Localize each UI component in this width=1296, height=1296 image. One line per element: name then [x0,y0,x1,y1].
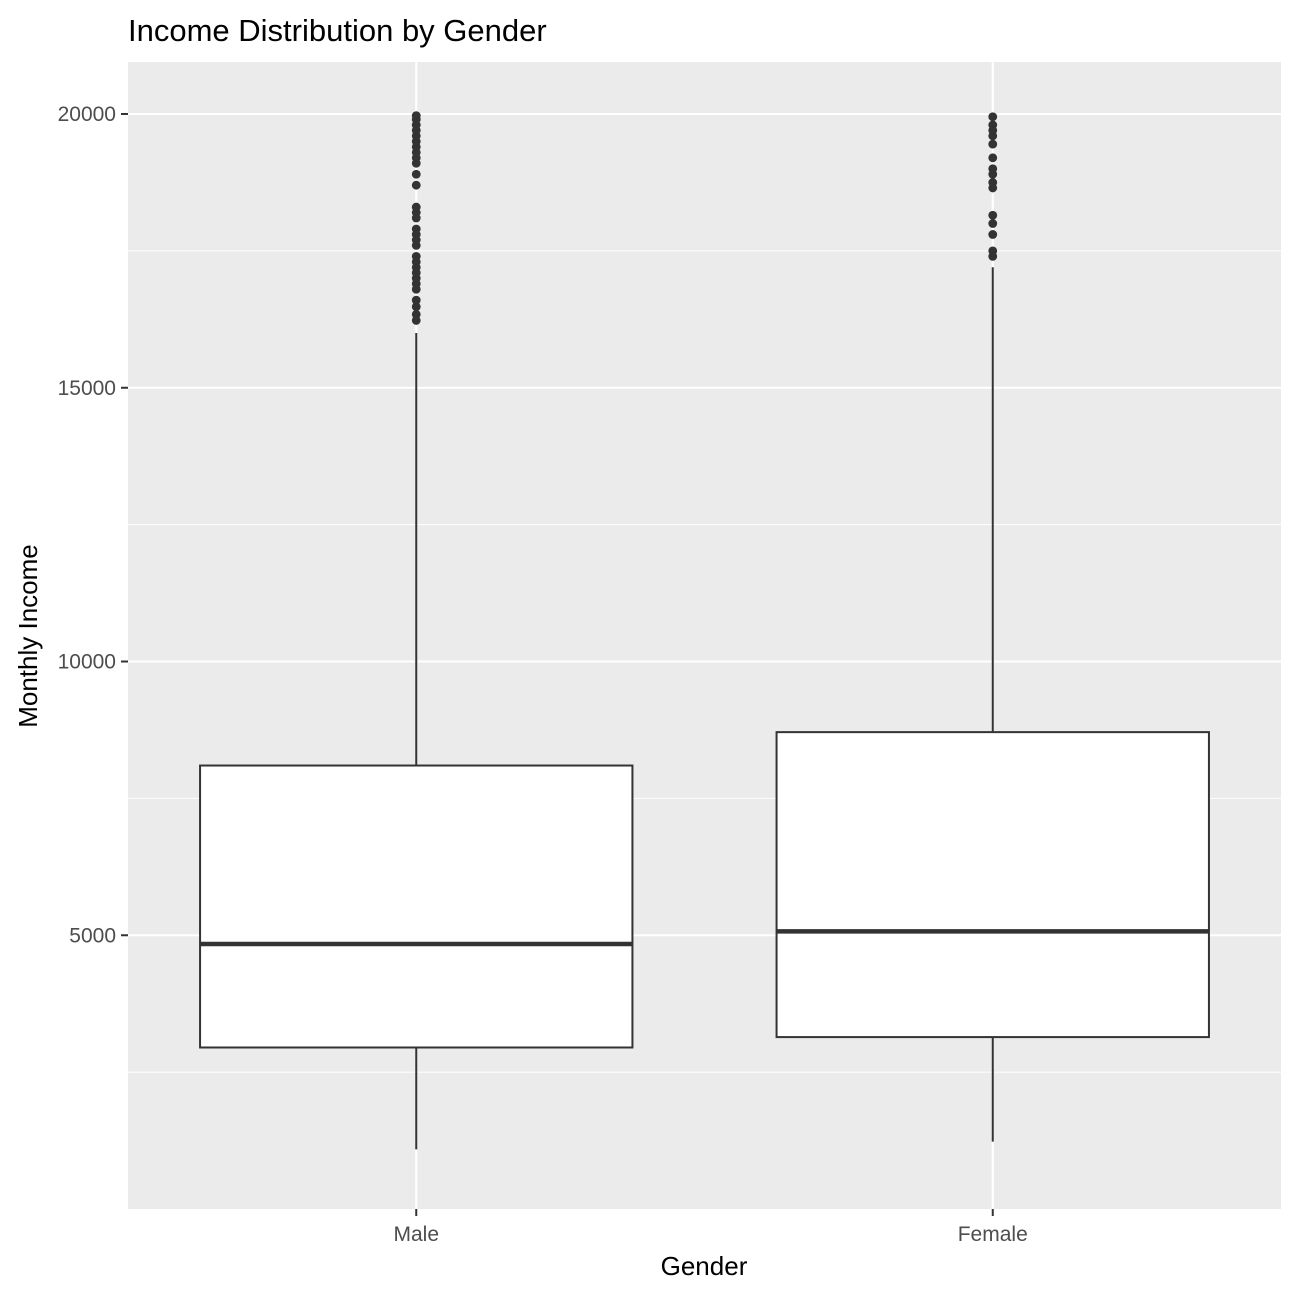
outlier-point [988,112,998,122]
y-tick-label: 10000 [58,651,116,674]
outlier-point [411,295,421,305]
y-axis-title: Monthly Income [13,544,43,728]
x-tick-label: Female [958,1223,1028,1246]
box-male [199,111,634,1150]
outlier-point [988,139,998,149]
box-iqr [775,731,1210,1039]
box-iqr [199,764,634,1049]
y-tick-label: 20000 [58,103,116,126]
x-axis-title: Gender [661,1251,748,1281]
outlier-point [988,246,998,256]
outlier-point [411,251,421,261]
chart-title: Income Distribution by Gender [128,13,547,48]
y-axis: 5000 10000 15000 20000 [58,103,128,947]
outlier-point [988,230,998,239]
outlier-point [411,224,421,234]
outlier-point [988,178,998,187]
outlier-point [988,120,998,130]
outlier-point [411,316,421,325]
x-tick-label: Male [393,1223,439,1246]
box-layer [199,111,1210,1150]
outlier-point [411,309,421,319]
outlier-point [988,153,998,163]
outlier-point [988,164,998,174]
box-female [775,112,1210,1142]
outlier-point [411,111,421,121]
outlier-point [988,210,998,220]
outlier-point [411,169,421,179]
y-tick-label: 5000 [69,924,116,947]
outlier-point [411,202,421,212]
y-tick-label: 15000 [58,377,116,400]
x-axis: Male Female [393,1209,1028,1246]
outlier-point [988,219,998,228]
outlier-point [411,180,421,190]
outlier-point [411,302,421,312]
